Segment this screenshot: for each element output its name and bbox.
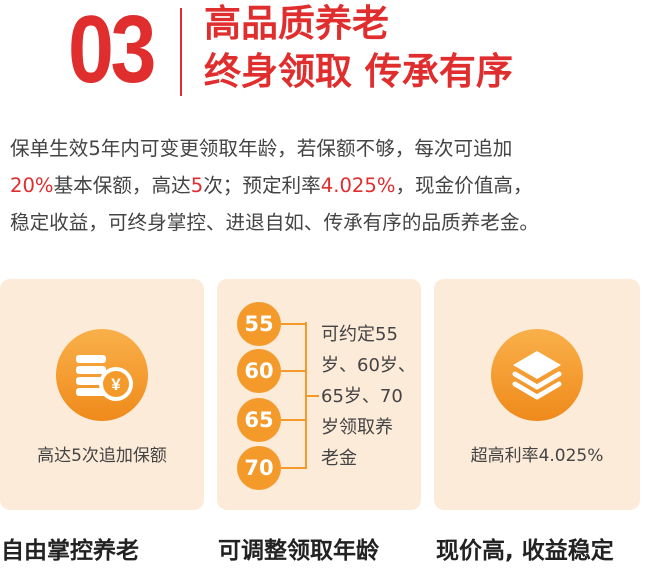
feature-card-rate: 超高利率4.025% [434, 279, 640, 510]
description: 保单生效5年内可变更领取年龄，若保额不够，每次可追加 20%基本保额，高达5次；… [10, 130, 649, 241]
age-badge-60: 60 [237, 349, 281, 393]
bracket-tick [281, 370, 306, 372]
description-text: ，现金价值高， [395, 174, 533, 197]
feature-caption-2: 可调整领取年龄 [218, 538, 379, 564]
coins-yen-icon: ¥ [56, 329, 148, 421]
bracket-tick [281, 419, 306, 421]
description-line-2: 20%基本保额，高达5次；预定利率4.025%，现金价值高， [10, 167, 649, 204]
yen-symbol: ¥ [111, 375, 121, 394]
feature-card-add-coverage: ¥ 高达5次追加保额 [0, 279, 204, 510]
age-text-line: 岁、60岁、 [321, 355, 416, 376]
section-number: 03 [68, 0, 156, 103]
age-text-line: 岁领取养 [321, 417, 393, 438]
page-subtitle: 终身领取 传承有序 [204, 50, 513, 93]
age-text-line: 老金 [321, 448, 357, 469]
bracket-tick [281, 467, 306, 469]
age-description: 可约定55 岁、60岁、 65岁、70 岁领取养 老金 [321, 319, 421, 474]
bracket-pointer [306, 395, 319, 397]
description-text: 基本保额，高达 [53, 174, 191, 197]
age-badge-55: 55 [237, 302, 281, 346]
highlight-rate: 4.025% [320, 174, 396, 197]
divider [180, 8, 182, 96]
feature-caption-1: 自由掌控养老 [1, 538, 139, 564]
age-text-line: 可约定55 [321, 324, 398, 345]
description-line-1: 保单生效5年内可变更领取年龄，若保额不够，每次可追加 [10, 137, 513, 160]
description-line-3: 稳定收益，可终身掌控、进退自如、传承有序的品质养老金。 [10, 211, 540, 234]
layers-icon [491, 329, 583, 421]
age-text-line: 65岁、70 [321, 386, 403, 407]
card-label: 高达5次追加保额 [37, 446, 167, 466]
bracket-tick [281, 323, 306, 325]
highlight-percent: 20% [10, 174, 54, 197]
age-badge-65: 65 [237, 398, 281, 442]
feature-caption-3: 现价高, 收益稳定 [436, 538, 614, 564]
card-label: 超高利率4.025% [470, 446, 604, 466]
age-badge-70: 70 [237, 446, 281, 490]
highlight-count: 5 [190, 174, 204, 197]
page-title: 高品质养老 [204, 2, 389, 45]
description-text: 次；预定利率 [203, 174, 321, 197]
feature-card-ages: 55 60 65 70 可约定55 岁、60岁、 65岁、70 岁领取养 老金 [217, 279, 421, 510]
